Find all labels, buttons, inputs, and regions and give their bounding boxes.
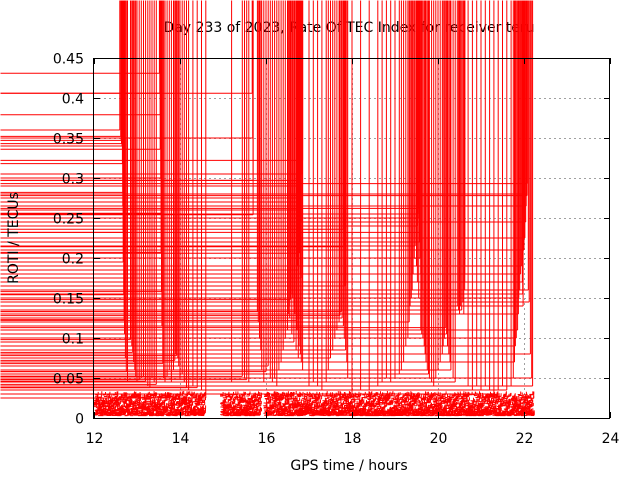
- data-point: [0, 0, 181, 379]
- data-point: [0, 0, 410, 323]
- y-tick-label: 0.35: [53, 132, 84, 148]
- data-point: [0, 0, 346, 287]
- data-point: [0, 0, 276, 379]
- data-point: [0, 0, 508, 391]
- y-tick-label: 0.2: [62, 252, 84, 268]
- data-point: [0, 0, 517, 339]
- data-point: [0, 0, 343, 319]
- x-tick-label: 18: [344, 431, 362, 447]
- y-axis-ticks: 0 0.05 0.1 0.15 0.2 0.25 0.3 0.35 0.4 0.45: [53, 52, 610, 428]
- data-point: [0, 0, 267, 373]
- data-point: [0, 0, 528, 185]
- y-tick-label: 0.15: [53, 292, 84, 308]
- data-point: [0, 0, 429, 375]
- data-point: [0, 0, 526, 239]
- data-point: [0, 0, 529, 291]
- data-point: [0, 0, 416, 247]
- data-point: [0, 0, 456, 383]
- x-axis-label: GPS time / hours: [290, 458, 407, 474]
- data-point: [0, 0, 515, 363]
- x-tick-label: 14: [172, 431, 190, 447]
- data-point: [0, 0, 122, 145]
- data-point: [0, 0, 516, 347]
- x-tick-label: 12: [86, 431, 104, 447]
- data-point: [0, 0, 122, 137]
- data-point: [0, 0, 300, 254]
- plot-frame: [93, 58, 610, 419]
- data-point: [0, 0, 254, 216]
- data-point: [0, 0, 422, 331]
- x-axis-ticks: 12 14 16 18 20 22 24: [86, 58, 620, 447]
- data-point: [0, 0, 525, 251]
- y-tick-label: 0.3: [62, 172, 84, 188]
- data-point: [0, 0, 178, 357]
- data-point: [0, 0, 207, 399]
- data-point: [0, 0, 293, 335]
- data-point: [0, 0, 295, 343]
- data-point: [0, 0, 198, 389]
- data-point: [0, 0, 534, 387]
- y-tick-label: 0.4: [62, 92, 84, 108]
- data-point: [0, 0, 147, 382]
- data-point: [0, 0, 295, 307]
- chart-title: Day 233 of 2023, Rate Of TEC Index for r…: [163, 20, 534, 36]
- data-point: [0, 0, 533, 379]
- x-tick-label: 24: [602, 431, 620, 447]
- y-tick-label: 0.1: [62, 332, 84, 348]
- data-point: [0, 0, 524, 307]
- data-point: [0, 0, 344, 230]
- data-point: [0, 0, 452, 371]
- y-tick-label: 0.45: [53, 52, 84, 68]
- data-point: [0, 0, 289, 315]
- y-tick-label: 0.05: [53, 372, 84, 388]
- data-point: [0, 0, 179, 359]
- data-point: [0, 0, 338, 331]
- data-point: [0, 0, 170, 371]
- data-point: [0, 0, 263, 371]
- data-point: [0, 0, 522, 275]
- data-point: [0, 0, 280, 371]
- x-tick-label: 16: [258, 431, 276, 447]
- y-tick-label: 0.25: [53, 212, 84, 228]
- data-point: [0, 0, 291, 301]
- data-point: [0, 0, 531, 355]
- data-point: [0, 0, 131, 341]
- data-point: [0, 0, 519, 331]
- x-tick-label: 22: [516, 431, 534, 447]
- data-point: [0, 0, 161, 150]
- data-point: [0, 0, 522, 267]
- data-points: [0, 0, 534, 399]
- data-point: [0, 0, 447, 329]
- data-point: [0, 0, 269, 367]
- data-point: [0, 0, 331, 359]
- baseline-band: [93, 391, 535, 417]
- x-tick-label: 20: [430, 431, 448, 447]
- data-point: [0, 0, 248, 381]
- data-point: [0, 0, 302, 279]
- data-point: [0, 0, 302, 363]
- data-point: [0, 0, 301, 355]
- data-point: [0, 0, 258, 313]
- data-point: [0, 0, 301, 275]
- data-point: [0, 0, 122, 141]
- data-point: [0, 0, 336, 339]
- data-point: [0, 0, 530, 303]
- data-point: [0, 0, 342, 313]
- y-tick-label: 0: [75, 412, 84, 428]
- data-point: [0, 0, 520, 299]
- data-point: [0, 0, 463, 311]
- data-point: [0, 0, 495, 395]
- data-point: [0, 0, 164, 365]
- baseline-markers: [93, 391, 535, 417]
- data-point: [0, 0, 341, 317]
- data-point: [0, 0, 121, 131]
- y-axis-label: ROTI / TECUs: [6, 192, 22, 284]
- data-point: [0, 0, 345, 248]
- data-point: [0, 0, 448, 335]
